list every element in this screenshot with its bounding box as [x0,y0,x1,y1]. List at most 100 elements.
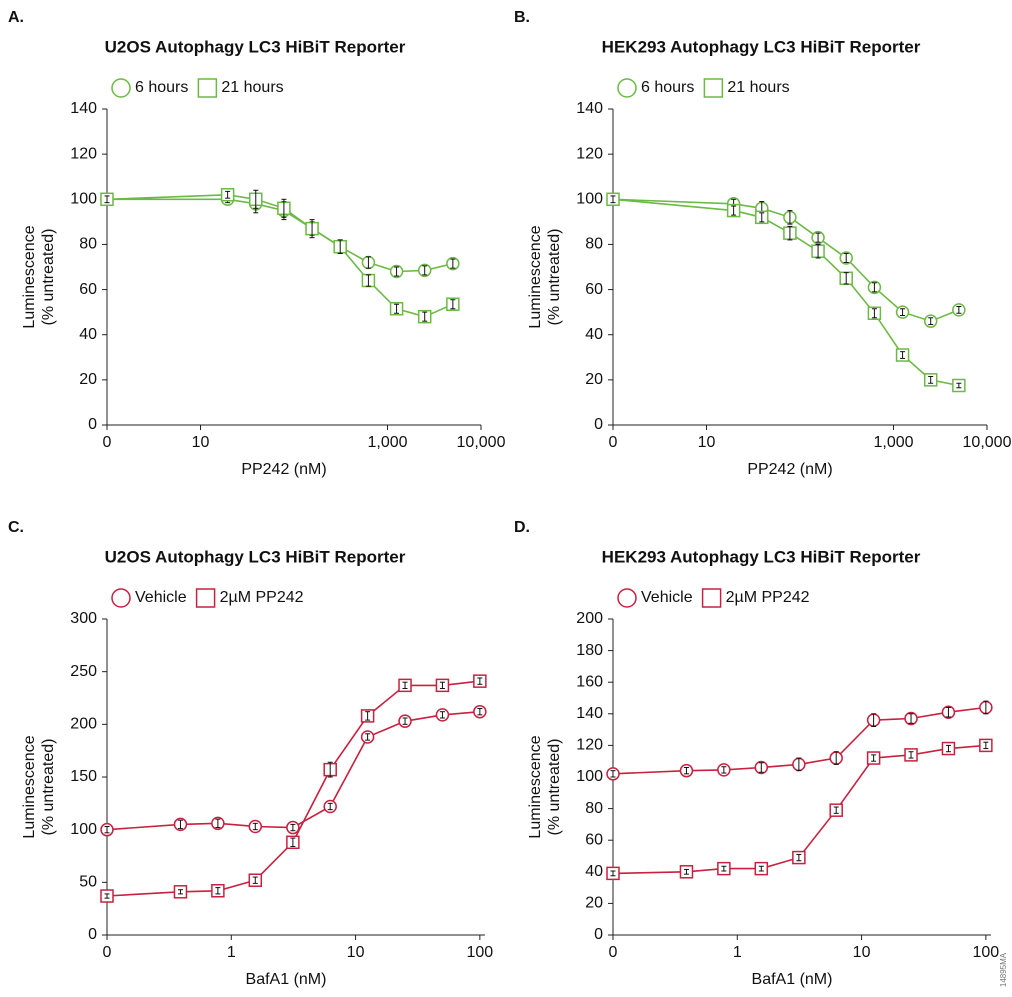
error-bar [327,802,333,811]
error-bar [796,757,802,772]
x-axis-label: BafA1 (nM) [752,971,833,988]
watermark: 14895MA [999,952,1008,987]
x-axis-label: PP242 (nM) [747,461,832,478]
error-bar [290,837,296,848]
x-tick-label: 10 [853,944,871,961]
error-bar [928,317,934,326]
legend-marker [703,78,724,98]
legend-label: 2µM PP242 [726,589,810,606]
legend-marker [111,78,131,98]
error-bar [177,819,183,830]
series-line [612,706,986,775]
error-bar [439,711,445,719]
series-line [106,680,480,897]
y-tick-label: 20 [585,371,603,388]
y-tick-label: 140 [70,100,97,117]
legend-marker [197,78,218,98]
y-tick-label: 60 [79,281,97,298]
y-tick-label: 100 [576,191,603,208]
y-tick-label: 60 [585,281,603,298]
error-bar [956,382,962,389]
y-tick-label: 60 [585,831,603,848]
x-tick-label: 0 [609,944,618,961]
x-tick-label: 10 [698,434,716,451]
error-bar [815,243,821,259]
panel-label: D. [514,519,530,536]
error-bar [731,205,737,216]
error-bar [721,865,727,872]
y-tick-label: 120 [576,145,603,162]
series-line [612,198,960,387]
error-bar [683,868,689,875]
x-tick-label: 0 [103,434,112,451]
error-bar [327,761,333,778]
error-bar [945,706,951,718]
error-bar [225,190,231,199]
legend-label: Vehicle [641,589,693,606]
error-bar [365,274,371,287]
x-tick-label: 10 [347,944,365,961]
error-bar [945,744,951,753]
error-bar [833,751,839,765]
chart-panel: D. HEK293 Autophagy LC3 HiBiT Reporter Baf… [514,519,999,988]
error-bar [759,212,765,223]
chart-title: U2OS Autophagy LC3 HiBiT Reporter [105,37,406,56]
legend-label: 21 hours [727,79,789,96]
y-axis-label: (% untreated) [40,229,57,326]
y-tick-label: 20 [79,371,97,388]
panel-label: B. [514,9,530,26]
series-line [612,744,986,875]
error-bar [843,252,849,263]
error-bar [871,754,877,762]
x-axis-label: PP242 (nM) [241,461,326,478]
error-bar [758,865,764,872]
y-tick-label: 20 [585,895,603,912]
legend-marker [617,588,637,608]
y-axis-label: Luminescence [21,735,38,838]
error-bar [281,198,287,218]
y-tick-label: 0 [88,926,97,943]
error-bar [477,708,483,716]
panel-label: C. [8,519,24,536]
error-bar [337,239,343,254]
error-bar [610,870,616,877]
x-tick-label: 1 [227,944,236,961]
error-bar [252,822,258,831]
error-bar [843,272,849,285]
y-tick-label: 250 [70,663,97,680]
y-axis-label: (% untreated) [546,739,563,836]
error-bar [871,713,877,727]
error-bar [871,308,877,319]
y-tick-label: 80 [585,236,603,253]
x-tick-label: 10,000 [457,434,506,451]
chart-panel: C. U2OS Autophagy LC3 HiBiT Reporter BafA1… [8,519,493,988]
x-tick-label: 100 [973,944,1000,961]
error-bar [610,195,616,204]
y-tick-label: 300 [70,610,97,627]
y-tick-label: 140 [576,100,603,117]
error-bar [439,681,445,690]
series-line [106,193,454,318]
error-bar [290,823,296,832]
error-bar [365,733,371,741]
y-tick-label: 40 [585,863,603,880]
y-tick-label: 80 [79,236,97,253]
chart-title: HEK293 Autophagy LC3 HiBiT Reporter [602,547,921,566]
series-line [612,198,960,323]
chart-title: U2OS Autophagy LC3 HiBiT Reporter [105,547,406,566]
y-tick-label: 120 [70,145,97,162]
legend-marker [617,78,637,98]
y-tick-label: 200 [70,716,97,733]
y-tick-label: 120 [576,737,603,754]
legend-label: 21 hours [221,79,283,96]
series-line [106,710,480,831]
error-bar [402,717,408,725]
y-tick-label: 40 [79,326,97,343]
error-bar [365,256,371,269]
error-bar [365,711,371,721]
y-tick-label: 150 [70,768,97,785]
x-tick-label: 1,000 [367,434,407,451]
x-tick-label: 10 [192,434,210,451]
legend-marker [701,588,722,608]
x-tick-label: 100 [467,944,494,961]
